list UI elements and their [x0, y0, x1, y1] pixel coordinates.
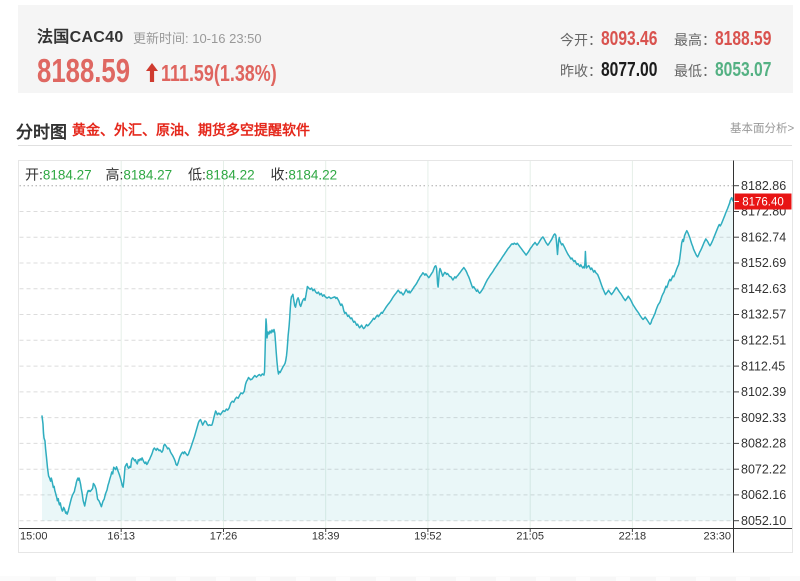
svg-text:8072.22: 8072.22	[741, 462, 786, 476]
svg-text:开:8184.27: 开:8184.27	[25, 167, 92, 183]
svg-text:8182.86: 8182.86	[741, 179, 786, 193]
svg-text:8152.69: 8152.69	[741, 256, 786, 270]
svg-text:8062.16: 8062.16	[741, 488, 786, 502]
svg-text:低:8184.22: 低:8184.22	[188, 167, 255, 183]
svg-text:18:39: 18:39	[312, 531, 340, 543]
svg-text:8112.45: 8112.45	[741, 359, 785, 373]
svg-text:8142.63: 8142.63	[741, 282, 786, 296]
svg-text:高:8184.27: 高:8184.27	[106, 167, 173, 183]
svg-text:8162.74: 8162.74	[741, 230, 786, 244]
svg-text:23:30: 23:30	[703, 531, 731, 543]
svg-text:8122.51: 8122.51	[741, 334, 786, 348]
svg-text:8102.39: 8102.39	[741, 385, 786, 399]
svg-text:22:18: 22:18	[619, 531, 647, 543]
svg-text:19:52: 19:52	[414, 531, 442, 543]
svg-text:8082.28: 8082.28	[741, 437, 786, 451]
svg-text:15:00: 15:00	[20, 531, 48, 543]
svg-text:16:13: 16:13	[107, 531, 135, 543]
svg-text:收:8184.22: 收:8184.22	[271, 167, 338, 183]
svg-text:17:26: 17:26	[210, 531, 238, 543]
svg-text:8132.57: 8132.57	[741, 308, 786, 322]
svg-text:21:05: 21:05	[516, 531, 544, 543]
svg-text:8176.40: 8176.40	[742, 197, 784, 209]
svg-text:8092.33: 8092.33	[741, 411, 786, 425]
svg-text:8052.10: 8052.10	[741, 514, 786, 528]
